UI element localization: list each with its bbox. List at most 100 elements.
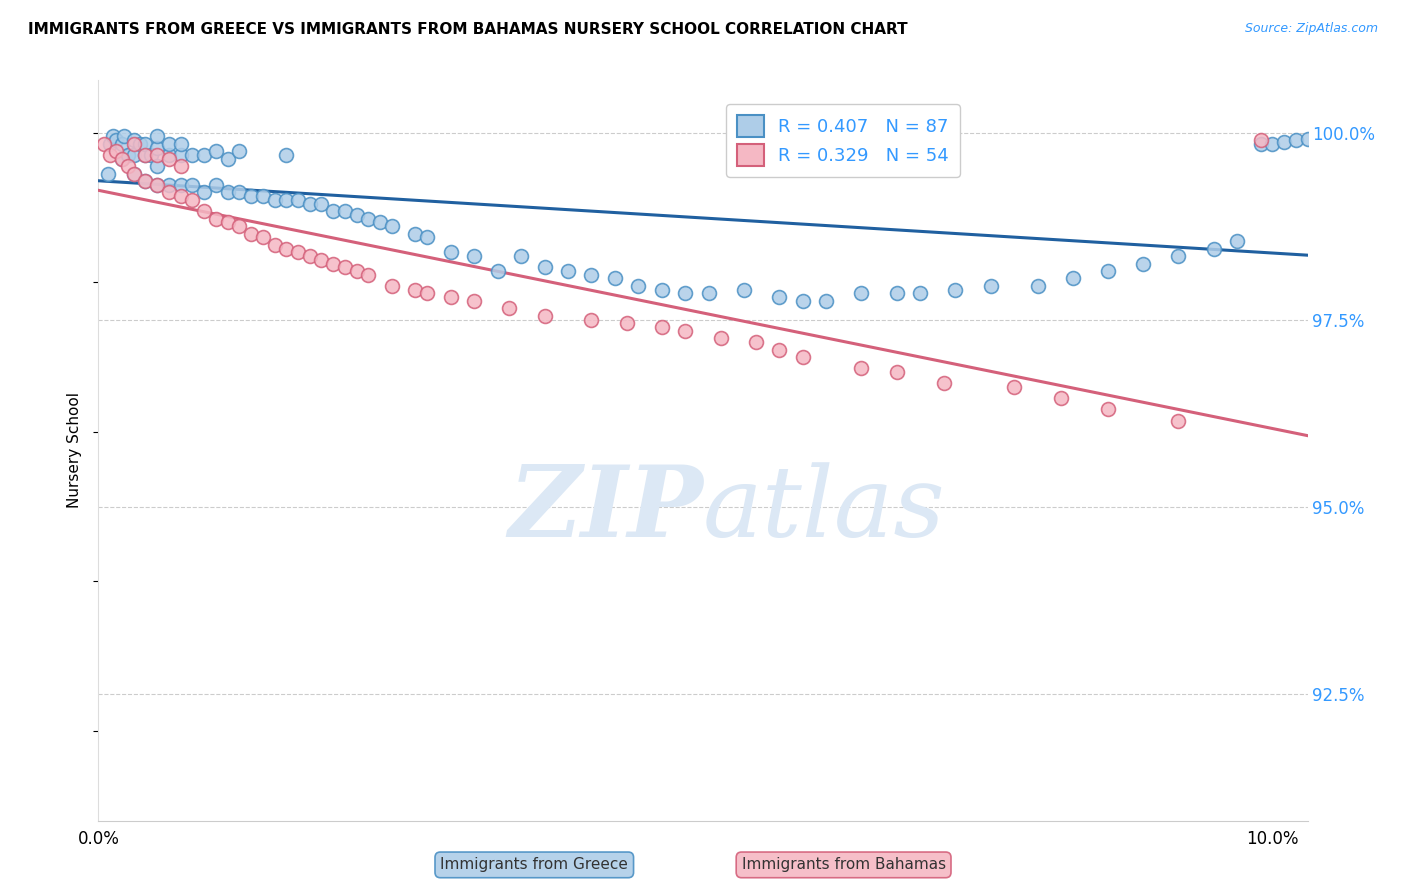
Point: [157, 178, 180, 192]
Point: [1272, 135, 1295, 149]
Point: [792, 293, 814, 308]
Point: [240, 227, 263, 241]
Point: [157, 186, 180, 200]
Point: [908, 286, 931, 301]
Point: [1002, 380, 1025, 394]
Point: [404, 227, 426, 241]
Point: [98, 148, 121, 162]
Point: [217, 186, 239, 200]
Point: [122, 136, 145, 151]
Point: [333, 260, 356, 275]
Point: [134, 136, 156, 151]
Point: [181, 148, 204, 162]
Point: [98, 136, 121, 151]
Point: [1296, 131, 1319, 145]
Point: [169, 189, 191, 203]
Point: [287, 245, 309, 260]
Point: [111, 152, 134, 166]
Point: [1320, 128, 1343, 143]
Point: [193, 204, 215, 219]
Point: [252, 189, 274, 203]
Point: [603, 271, 626, 285]
Point: [980, 279, 1002, 293]
Point: [710, 331, 733, 345]
Point: [439, 245, 461, 260]
Point: [128, 136, 150, 151]
Text: Source: ZipAtlas.com: Source: ZipAtlas.com: [1244, 22, 1378, 36]
Point: [581, 312, 603, 326]
Point: [169, 159, 191, 173]
Point: [616, 316, 638, 330]
Point: [111, 136, 134, 151]
Point: [486, 264, 509, 278]
Point: [627, 279, 650, 293]
Y-axis label: Nursery School: Nursery School: [67, 392, 83, 508]
Point: [181, 178, 204, 192]
Point: [263, 237, 285, 252]
Point: [276, 193, 298, 207]
Point: [673, 286, 696, 301]
Point: [439, 290, 461, 304]
Text: IMMIGRANTS FROM GREECE VS IMMIGRANTS FROM BAHAMAS NURSERY SCHOOL CORRELATION CHA: IMMIGRANTS FROM GREECE VS IMMIGRANTS FRO…: [28, 22, 908, 37]
Point: [193, 186, 215, 200]
Point: [134, 174, 156, 188]
Point: [463, 249, 485, 263]
Point: [122, 133, 145, 147]
Point: [357, 211, 380, 226]
Point: [93, 136, 115, 151]
Text: atlas: atlas: [703, 462, 946, 558]
Point: [276, 242, 298, 256]
Point: [368, 215, 391, 229]
Point: [1097, 402, 1119, 417]
Point: [217, 215, 239, 229]
Point: [533, 309, 555, 323]
Point: [381, 279, 404, 293]
Point: [134, 174, 156, 188]
Point: [851, 286, 873, 301]
Point: [111, 152, 134, 166]
Point: [1250, 136, 1272, 151]
Point: [298, 249, 321, 263]
Point: [122, 148, 145, 162]
Point: [745, 334, 768, 349]
Point: [146, 129, 169, 144]
Point: [333, 204, 356, 219]
Point: [252, 230, 274, 244]
Point: [105, 133, 128, 147]
Point: [97, 167, 120, 181]
Point: [169, 148, 191, 162]
Point: [1132, 256, 1154, 270]
Point: [141, 148, 163, 162]
Point: [169, 178, 191, 192]
Point: [322, 204, 344, 219]
Point: [1167, 249, 1189, 263]
Point: [510, 249, 533, 263]
Point: [1062, 271, 1084, 285]
Point: [204, 145, 226, 159]
Point: [146, 140, 169, 154]
Point: [768, 343, 790, 357]
Point: [346, 264, 368, 278]
Point: [169, 136, 191, 151]
Point: [1167, 413, 1189, 427]
Point: [498, 301, 520, 316]
Point: [146, 159, 169, 173]
Point: [1050, 391, 1073, 405]
Point: [311, 252, 333, 267]
Point: [117, 159, 139, 173]
Point: [105, 145, 128, 159]
Point: [533, 260, 555, 275]
Point: [1285, 133, 1308, 147]
Point: [217, 152, 239, 166]
Point: [932, 376, 955, 391]
Text: Immigrants from Bahamas: Immigrants from Bahamas: [741, 857, 946, 872]
Point: [1097, 264, 1119, 278]
Point: [416, 230, 439, 244]
Point: [193, 148, 215, 162]
Point: [204, 178, 226, 192]
Point: [112, 129, 135, 144]
Point: [815, 293, 838, 308]
Point: [945, 283, 967, 297]
Point: [463, 293, 485, 308]
Point: [101, 129, 124, 144]
